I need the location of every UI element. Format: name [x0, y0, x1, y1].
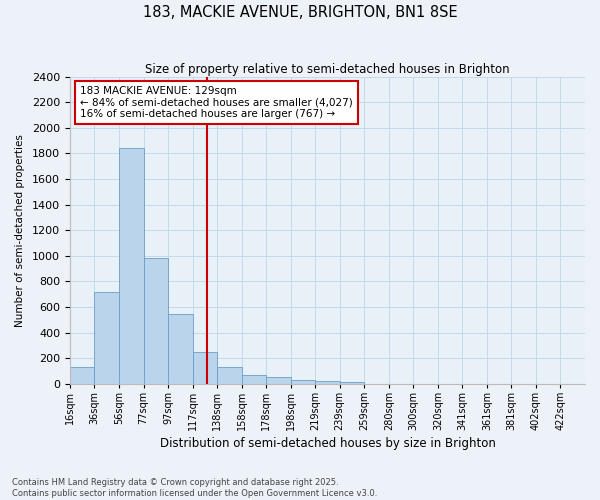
- Bar: [70, 367, 94, 384]
- Bar: [119, 148, 143, 384]
- Bar: [143, 258, 168, 384]
- X-axis label: Distribution of semi-detached houses by size in Brighton: Distribution of semi-detached houses by …: [160, 437, 496, 450]
- Text: 183, MACKIE AVENUE, BRIGHTON, BN1 8SE: 183, MACKIE AVENUE, BRIGHTON, BN1 8SE: [143, 5, 457, 20]
- Y-axis label: Number of semi-detached properties: Number of semi-detached properties: [15, 134, 25, 326]
- Bar: [340, 382, 364, 384]
- Bar: [315, 381, 340, 384]
- Bar: [242, 376, 266, 384]
- Text: 183 MACKIE AVENUE: 129sqm
← 84% of semi-detached houses are smaller (4,027)
16% : 183 MACKIE AVENUE: 129sqm ← 84% of semi-…: [80, 86, 353, 119]
- Bar: [290, 380, 315, 384]
- Bar: [94, 292, 119, 384]
- Bar: [168, 314, 193, 384]
- Text: Contains HM Land Registry data © Crown copyright and database right 2025.
Contai: Contains HM Land Registry data © Crown c…: [12, 478, 377, 498]
- Bar: [193, 352, 217, 384]
- Bar: [217, 367, 242, 384]
- Title: Size of property relative to semi-detached houses in Brighton: Size of property relative to semi-detach…: [145, 62, 510, 76]
- Bar: [266, 378, 290, 384]
